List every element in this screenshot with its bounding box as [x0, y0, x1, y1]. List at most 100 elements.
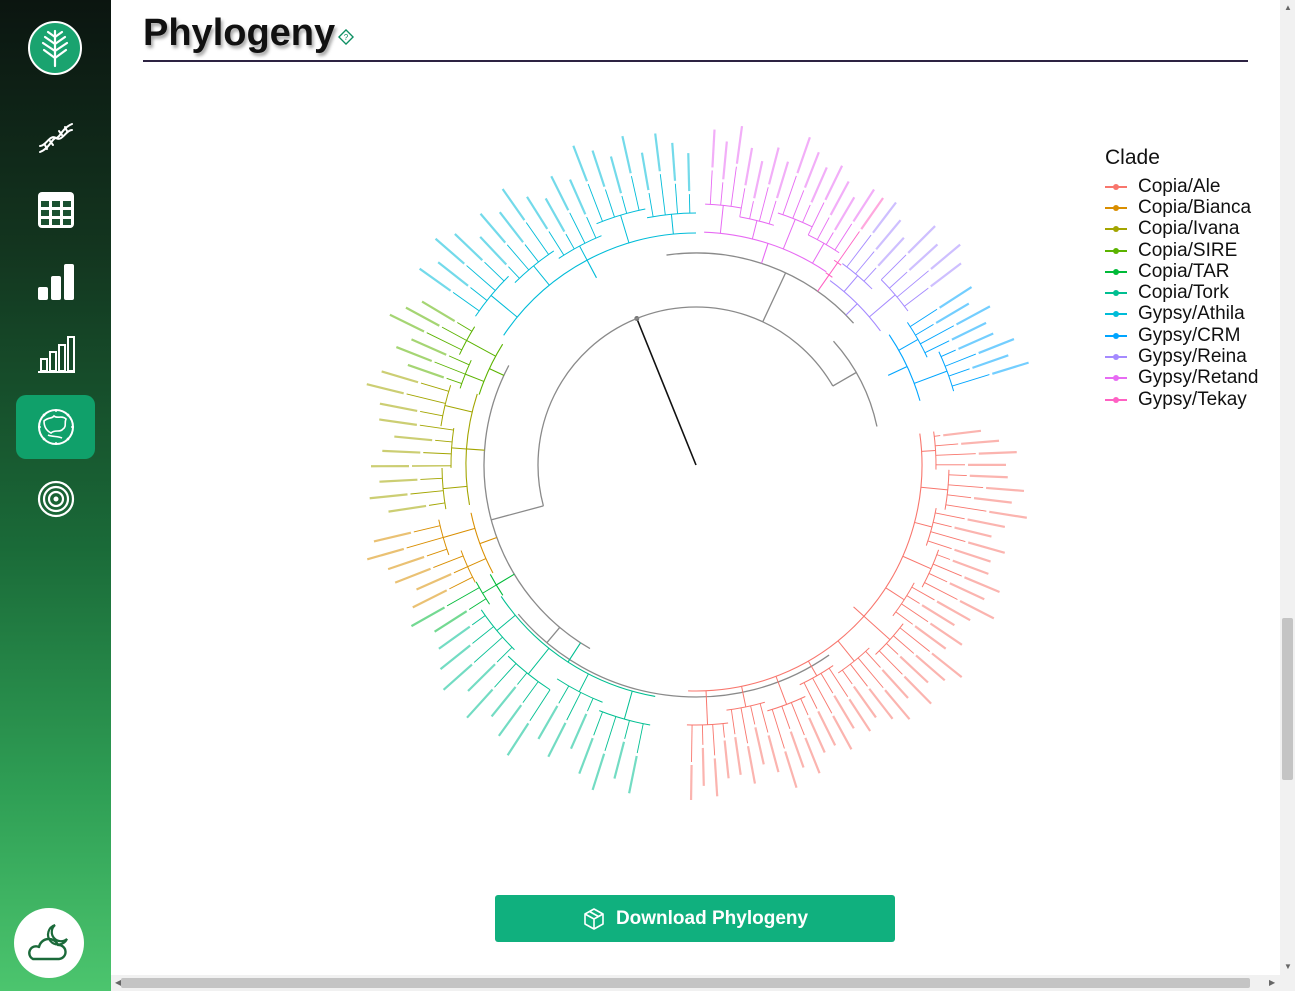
- clade-arc: [825, 272, 833, 278]
- subclade-branch: [885, 587, 905, 601]
- leaf-branch: [948, 368, 970, 377]
- page-title: Phylogeny: [143, 12, 336, 54]
- leaf-branch: [936, 554, 951, 560]
- subclade-branch: [782, 219, 796, 250]
- leaf-branch: [712, 724, 716, 756]
- subclade-arc: [875, 623, 904, 655]
- clade-stem: [495, 573, 515, 586]
- subclade-arc: [438, 519, 450, 556]
- leaf-label: [498, 211, 524, 243]
- logo[interactable]: [28, 21, 82, 75]
- legend-key: [1105, 330, 1127, 342]
- subclade-arc: [459, 359, 472, 389]
- leaf-label: [497, 704, 523, 737]
- leaf-label: [930, 262, 962, 288]
- clade-arc: [503, 232, 697, 336]
- legend-item: Copia/SIRE: [1105, 240, 1258, 261]
- leaf-label: [370, 465, 410, 468]
- leaf-label: [817, 710, 837, 746]
- vertical-scrollbar[interactable]: ▲ ▼: [1280, 0, 1295, 975]
- leaf-label: [442, 663, 473, 691]
- leaf-label: [654, 133, 661, 172]
- legend-key: [1105, 394, 1127, 406]
- leaf-label: [454, 233, 484, 261]
- vertical-scroll-thumb[interactable]: [1282, 618, 1293, 780]
- theme-toggle-button[interactable]: [14, 908, 84, 978]
- leaf-label: [591, 753, 606, 791]
- leaf-branch: [426, 332, 462, 351]
- legend-label: Gypsy/Tekay: [1138, 388, 1247, 410]
- legend-item: Copia/TAR: [1105, 261, 1258, 282]
- leaf-branch: [807, 202, 825, 236]
- scroll-up-arrow[interactable]: ▲: [1284, 3, 1292, 12]
- leaf-label: [808, 717, 826, 753]
- leaf-branch: [423, 452, 452, 455]
- subclade-branch: [496, 614, 516, 631]
- leaf-label: [723, 740, 730, 779]
- clade-arc: [888, 334, 921, 401]
- subclade-branch: [465, 373, 485, 382]
- leaf-branch: [448, 355, 470, 366]
- horizontal-scrollbar[interactable]: ◀ ▶: [111, 975, 1295, 991]
- legend-label: Copia/SIRE: [1138, 239, 1238, 261]
- bar-chart-icon: [37, 264, 74, 300]
- leaf-branch: [820, 673, 834, 694]
- svg-text:?: ?: [344, 33, 349, 42]
- leaf-branch: [889, 271, 908, 289]
- leaf-branch: [792, 190, 805, 219]
- leaf-label: [972, 354, 1009, 369]
- nav-phylogeny[interactable]: [16, 395, 95, 459]
- nav-dna[interactable]: [16, 106, 95, 170]
- subclade-arc: [892, 582, 915, 617]
- scroll-down-arrow[interactable]: ▼: [1284, 962, 1292, 971]
- subclade-branch: [828, 262, 839, 276]
- leaf-branch: [944, 353, 976, 367]
- leaf-label: [884, 689, 911, 720]
- leaf-branch: [837, 231, 860, 263]
- backbone-arc: [666, 252, 855, 324]
- leaf-branch: [816, 217, 830, 240]
- leaf-branch: [834, 223, 853, 251]
- leaf-label: [935, 302, 970, 324]
- leaf-branch: [739, 188, 746, 217]
- subclade-arc: [833, 259, 842, 266]
- subclade-arc: [450, 428, 455, 468]
- leaf-branch: [802, 204, 811, 223]
- leaf-label: [410, 606, 446, 628]
- subclade-arc: [475, 275, 509, 317]
- leaf-branch: [935, 443, 959, 447]
- leaf-label: [467, 663, 496, 692]
- main-content: Phylogeny ? Clade Copia/Ale Copia/Bianca C…: [111, 0, 1280, 975]
- subclade-branch: [751, 220, 758, 240]
- download-phylogeny-button[interactable]: Download Phylogeny: [495, 895, 895, 942]
- nav-bar-chart[interactable]: [16, 250, 95, 314]
- clade-arc: [704, 231, 827, 273]
- scroll-right-arrow[interactable]: ▶: [1269, 978, 1276, 987]
- leaf-branch: [947, 494, 972, 499]
- leaf-label: [381, 370, 419, 384]
- leaf-label: [479, 236, 508, 266]
- subclade-branch: [843, 275, 859, 292]
- horizontal-scroll-thumb[interactable]: [121, 978, 1250, 988]
- help-icon[interactable]: ?: [338, 29, 354, 45]
- leaf-label: [852, 685, 877, 719]
- subclade-branch: [443, 485, 468, 490]
- leaf-label: [964, 576, 1000, 593]
- leaf-branch: [750, 705, 756, 725]
- globe-icon: [37, 409, 74, 445]
- leaf-branch: [899, 627, 930, 652]
- leaf-label: [881, 669, 909, 699]
- leaf-branch: [630, 176, 640, 211]
- nav-bar-chart-outline[interactable]: [16, 322, 95, 386]
- scroll-left-arrow[interactable]: ◀: [115, 978, 122, 987]
- leaf-label: [848, 698, 872, 732]
- leaf-branch: [468, 598, 487, 610]
- nav-target[interactable]: [16, 467, 95, 531]
- leaf-branch: [930, 531, 966, 542]
- leaf-branch: [529, 689, 551, 722]
- nav-table[interactable]: [16, 178, 95, 242]
- legend-item: Gypsy/Reina: [1105, 346, 1258, 367]
- leaf-branch: [935, 512, 965, 520]
- clade-stem: [586, 259, 597, 279]
- leaf-label: [833, 695, 855, 729]
